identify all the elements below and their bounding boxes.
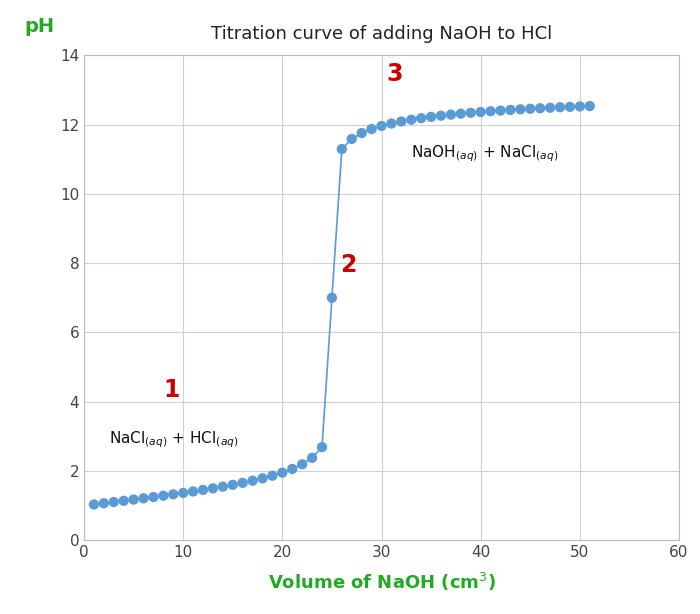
Text: NaOH$_{(aq)}$ + NaCl$_{(aq)}$: NaOH$_{(aq)}$ + NaCl$_{(aq)}$ [412, 144, 559, 164]
Point [346, 134, 357, 144]
X-axis label: Volume of NaOH (cm$^3$): Volume of NaOH (cm$^3$) [267, 571, 496, 593]
Point [416, 114, 427, 123]
Point [158, 491, 169, 500]
Point [178, 488, 189, 498]
Point [336, 144, 347, 154]
Point [445, 110, 456, 120]
Point [495, 106, 506, 115]
Point [128, 495, 139, 505]
Point [108, 497, 119, 507]
Point [287, 464, 298, 474]
Point [376, 121, 387, 131]
Point [188, 486, 199, 496]
Point [197, 485, 209, 495]
Point [545, 103, 556, 112]
Point [485, 106, 496, 116]
Point [138, 494, 149, 503]
Point [406, 115, 417, 125]
Point [505, 105, 516, 115]
Point [435, 111, 447, 120]
Point [98, 499, 109, 508]
Text: 2: 2 [340, 253, 356, 277]
Point [514, 104, 526, 114]
Point [455, 109, 466, 119]
Point [88, 500, 99, 510]
Point [554, 103, 566, 112]
Text: 3: 3 [386, 63, 403, 87]
Point [227, 480, 238, 490]
Point [267, 471, 278, 481]
Point [584, 101, 595, 111]
Point [366, 124, 377, 134]
Point [535, 103, 546, 113]
Text: 1: 1 [163, 378, 180, 402]
Point [148, 492, 159, 502]
Point [217, 482, 228, 492]
Point [307, 453, 318, 463]
Point [257, 473, 268, 483]
Point [525, 104, 536, 114]
Point [326, 293, 337, 303]
Point [564, 102, 575, 112]
Point [316, 442, 328, 452]
Point [465, 108, 476, 118]
Point [574, 101, 585, 111]
Point [395, 117, 407, 126]
Point [247, 476, 258, 486]
Point [297, 459, 308, 469]
Text: pH: pH [25, 17, 55, 36]
Point [118, 496, 130, 506]
Point [356, 128, 368, 138]
Point [237, 478, 248, 488]
Text: NaCl$_{(aq)}$ + HCl$_{(aq)}$: NaCl$_{(aq)}$ + HCl$_{(aq)}$ [108, 429, 239, 450]
Point [207, 483, 218, 493]
Point [426, 112, 437, 122]
Title: Titration curve of adding NaOH to HCl: Titration curve of adding NaOH to HCl [211, 25, 552, 42]
Point [386, 119, 397, 128]
Point [276, 468, 288, 478]
Point [475, 107, 486, 117]
Point [168, 489, 179, 499]
